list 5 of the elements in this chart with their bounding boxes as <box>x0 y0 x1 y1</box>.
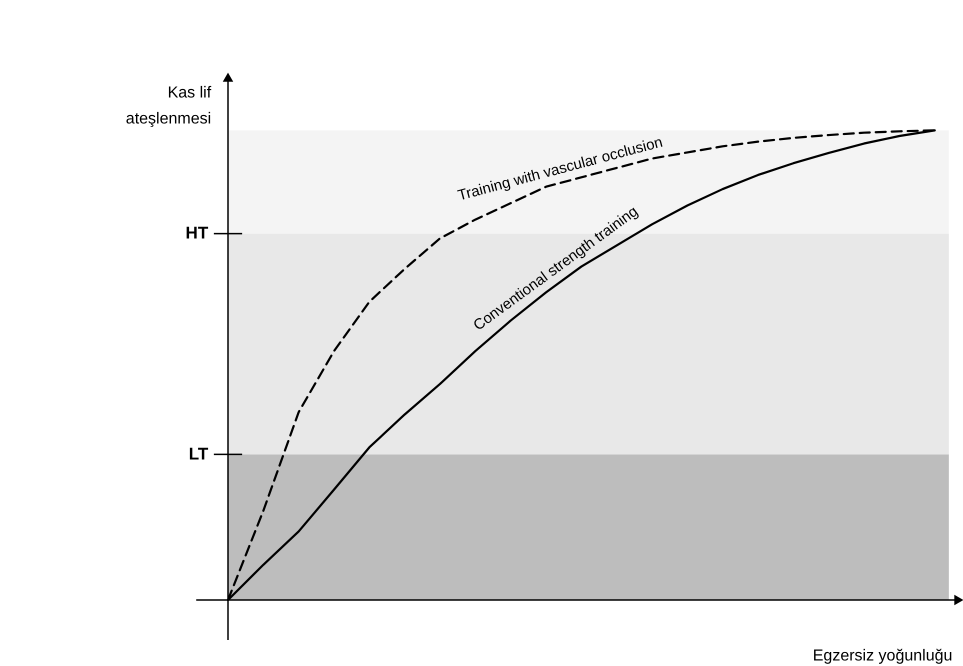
y-axis-title: Kas lif ateşlenmesi <box>126 84 212 128</box>
ref-line-label: LT <box>188 444 209 464</box>
x-axis-title: Egzersiz yoğunluğu <box>812 647 952 664</box>
text: Training with vascular occlusion <box>456 134 664 204</box>
ref-line-label: HT <box>186 224 209 243</box>
